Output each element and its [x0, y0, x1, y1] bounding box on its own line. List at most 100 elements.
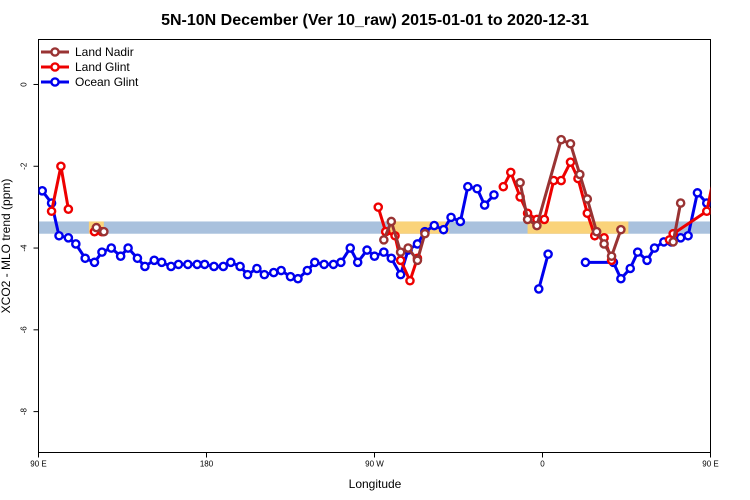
point-ocean-glint — [259, 269, 270, 280]
legend-item-land-nadir: Land Nadir — [41, 45, 134, 59]
point-land-glint — [556, 175, 566, 186]
point-ocean-glint — [183, 259, 193, 270]
x-tick-label: 0 — [540, 460, 545, 469]
band-yellow-segment — [527, 221, 608, 234]
series-layer — [38, 134, 729, 294]
point-ocean-glint — [533, 284, 544, 294]
x-tick-label: 90 W — [365, 460, 384, 469]
point-land-nadir — [606, 251, 617, 262]
point-ocean-glint — [580, 257, 591, 268]
point-land-glint — [539, 214, 550, 225]
point-ocean-glint — [632, 247, 643, 257]
point-ocean-glint — [692, 188, 703, 198]
point-ocean-glint — [479, 200, 490, 210]
point-ocean-glint — [683, 230, 693, 241]
point-ocean-glint — [242, 269, 253, 280]
point-ocean-glint — [625, 263, 636, 274]
point-land-nadir — [616, 224, 626, 235]
point-ocean-glint — [166, 261, 176, 272]
point-ocean-glint — [132, 253, 143, 264]
point-ocean-glint — [173, 259, 184, 270]
point-ocean-glint — [38, 185, 48, 196]
point-land-nadir — [565, 138, 576, 149]
point-ocean-glint — [463, 181, 473, 192]
point-ocean-glint — [252, 263, 262, 274]
point-land-nadir — [420, 228, 430, 239]
point-ocean-glint — [123, 243, 133, 253]
point-land-glint — [722, 206, 729, 213]
chart-title: 5N-10N December (Ver 10_raw) 2015-01-01 … — [161, 12, 589, 29]
series-line-land-nadir — [671, 202, 683, 243]
point-land-nadir — [386, 216, 397, 227]
point-ocean-glint — [543, 249, 553, 259]
legend-item-land-glint: Land Glint — [41, 60, 130, 74]
point-land-glint — [56, 161, 66, 172]
point-land-nadir — [515, 177, 525, 188]
series-line-land-glint — [501, 160, 614, 261]
point-ocean-glint — [336, 257, 346, 268]
point-ocean-glint — [285, 271, 296, 282]
point-ocean-glint — [156, 257, 167, 268]
legend-item-ocean-glint: Ocean Glint — [41, 75, 139, 89]
point-land-nadir — [522, 214, 533, 225]
point-ocean-glint — [71, 239, 81, 249]
point-ocean-glint — [80, 253, 90, 264]
y-axis-label: XCO2 - MLO trend (ppm) — [0, 179, 13, 314]
legend-marker — [50, 62, 60, 72]
point-land-nadir — [582, 194, 593, 204]
series-land-glint — [46, 157, 729, 286]
point-land-nadir — [403, 243, 413, 253]
point-land-nadir — [599, 239, 609, 249]
point-ocean-glint — [649, 243, 660, 253]
point-ocean-glint — [89, 257, 100, 268]
point-land-glint — [565, 157, 576, 167]
point-land-glint — [713, 163, 720, 170]
point-ocean-glint — [225, 257, 236, 268]
point-ocean-glint — [63, 233, 74, 243]
point-ocean-glint — [675, 233, 686, 243]
point-ocean-glint — [319, 259, 329, 270]
point-ocean-glint — [218, 261, 229, 272]
point-land-glint — [373, 202, 384, 212]
y-tick-label: 0 — [20, 82, 29, 87]
point-land-glint — [395, 255, 406, 266]
point-land-nadir — [575, 169, 585, 180]
point-ocean-glint — [429, 220, 440, 231]
point-ocean-glint — [54, 230, 64, 241]
point-ocean-glint — [446, 212, 456, 223]
legend-label: Ocean Glint — [75, 75, 139, 89]
legend-label: Land Glint — [75, 60, 130, 74]
point-ocean-glint — [209, 261, 219, 272]
point-ocean-glint — [268, 267, 279, 278]
series-line-ocean-glint — [537, 253, 550, 290]
axes-layer: 90 E 180 90 W 0 90 E 0 -2 -4 -6 -8 — [20, 82, 719, 469]
point-land-glint — [498, 181, 509, 192]
y-tick-label: -4 — [20, 244, 29, 252]
series-land-nadir — [91, 134, 686, 266]
point-ocean-glint — [379, 247, 389, 257]
legend-label: Land Nadir — [75, 45, 134, 59]
point-ocean-glint — [472, 183, 482, 194]
point-ocean-glint — [362, 245, 372, 255]
point-ocean-glint — [369, 251, 380, 262]
point-ocean-glint — [328, 259, 339, 270]
point-ocean-glint — [642, 255, 652, 266]
point-ocean-glint — [140, 261, 150, 272]
x-tick-label: 90 E — [702, 460, 718, 469]
point-ocean-glint — [293, 273, 303, 284]
point-land-nadir — [668, 237, 678, 247]
x-tick-label: 180 — [200, 460, 214, 469]
point-ocean-glint — [309, 257, 320, 268]
point-ocean-glint — [302, 265, 313, 276]
point-ocean-glint — [192, 259, 202, 270]
point-land-nadir — [556, 134, 566, 145]
point-land-nadir — [591, 226, 602, 237]
point-ocean-glint — [149, 255, 160, 266]
point-ocean-glint — [489, 190, 499, 200]
y-tick-label: -6 — [20, 326, 29, 334]
point-land-nadir — [379, 235, 389, 245]
x-tick-label: 90 E — [30, 460, 46, 469]
point-land-nadir — [675, 198, 686, 208]
